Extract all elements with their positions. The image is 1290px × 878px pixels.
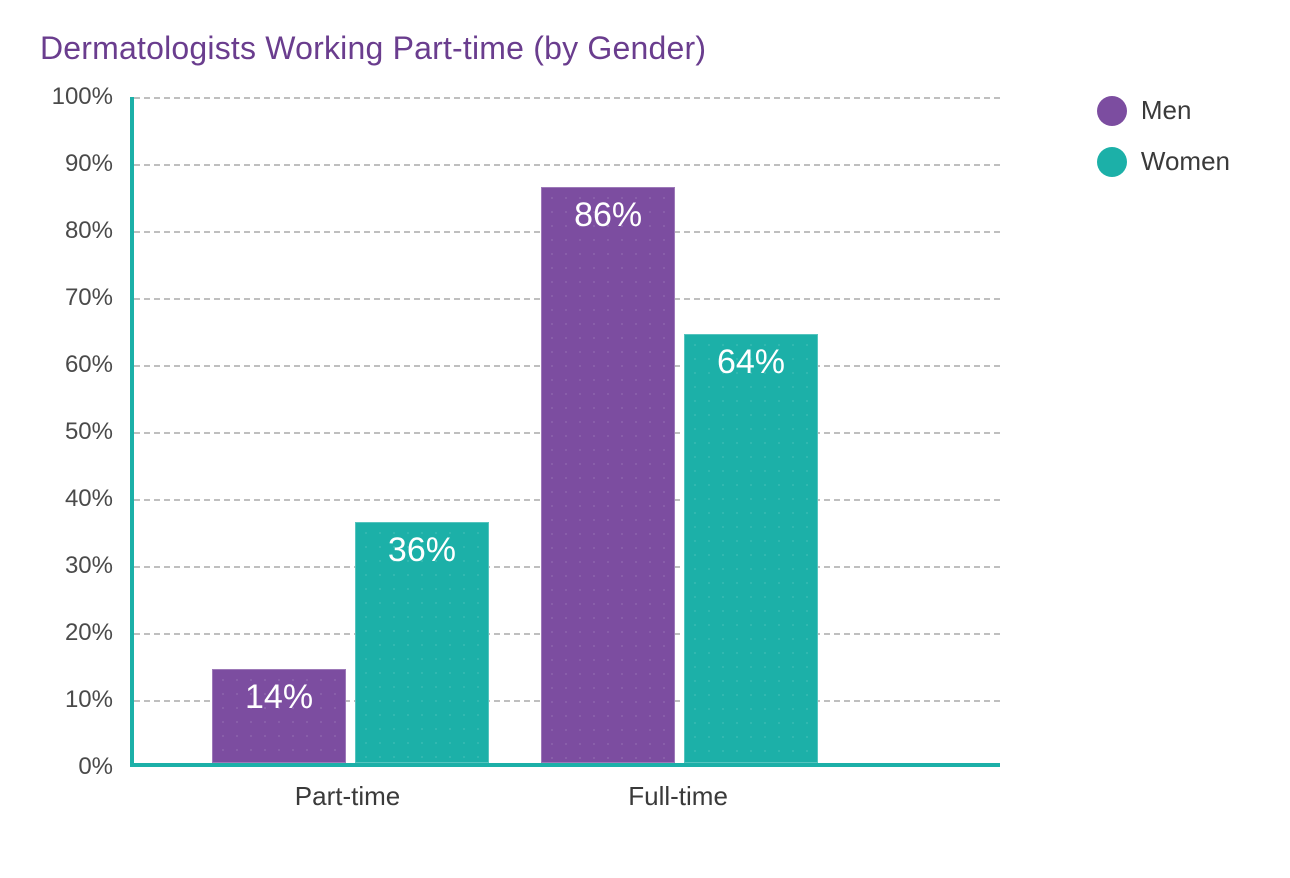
y-tick-label: 60% [40, 351, 125, 379]
legend-label: Women [1141, 146, 1230, 177]
legend-item-women: Women [1097, 146, 1230, 177]
y-tick-label: 20% [40, 619, 125, 647]
y-tick-label: 0% [40, 753, 125, 781]
chart-area: 0%10%20%30%40%50%60%70%80%90%100% 14%36%… [40, 97, 1250, 827]
bar-women-part-time: 36% [355, 522, 489, 763]
legend-swatch-icon [1097, 147, 1127, 177]
y-tick-label: 30% [40, 552, 125, 580]
y-tick-label: 80% [40, 217, 125, 245]
bar-value-label: 36% [356, 531, 488, 570]
y-tick-label: 90% [40, 150, 125, 178]
bar-women-full-time: 64% [684, 334, 818, 763]
bar-value-label: 14% [213, 678, 345, 717]
y-tick-label: 50% [40, 418, 125, 446]
legend-swatch-icon [1097, 96, 1127, 126]
bar-men-part-time: 14% [212, 669, 346, 763]
legend-label: Men [1141, 95, 1192, 126]
bar-value-label: 64% [685, 343, 817, 382]
legend: Men Women [1097, 95, 1230, 197]
gridline [134, 97, 1000, 99]
y-tick-label: 40% [40, 485, 125, 513]
plot-area: 14% 36% 86% 64% [130, 97, 1000, 767]
bar-value-label: 86% [542, 196, 674, 235]
chart-container: Dermatologists Working Part-time (by Gen… [0, 0, 1290, 878]
chart-title: Dermatologists Working Part-time (by Gen… [40, 30, 1250, 67]
x-tick-label: Part-time [295, 781, 400, 812]
gridline [134, 164, 1000, 166]
y-tick-label: 100% [40, 83, 125, 111]
y-tick-label: 70% [40, 284, 125, 312]
bar-men-full-time: 86% [541, 187, 675, 763]
y-tick-label: 10% [40, 686, 125, 714]
x-tick-label: Full-time [628, 781, 728, 812]
legend-item-men: Men [1097, 95, 1230, 126]
